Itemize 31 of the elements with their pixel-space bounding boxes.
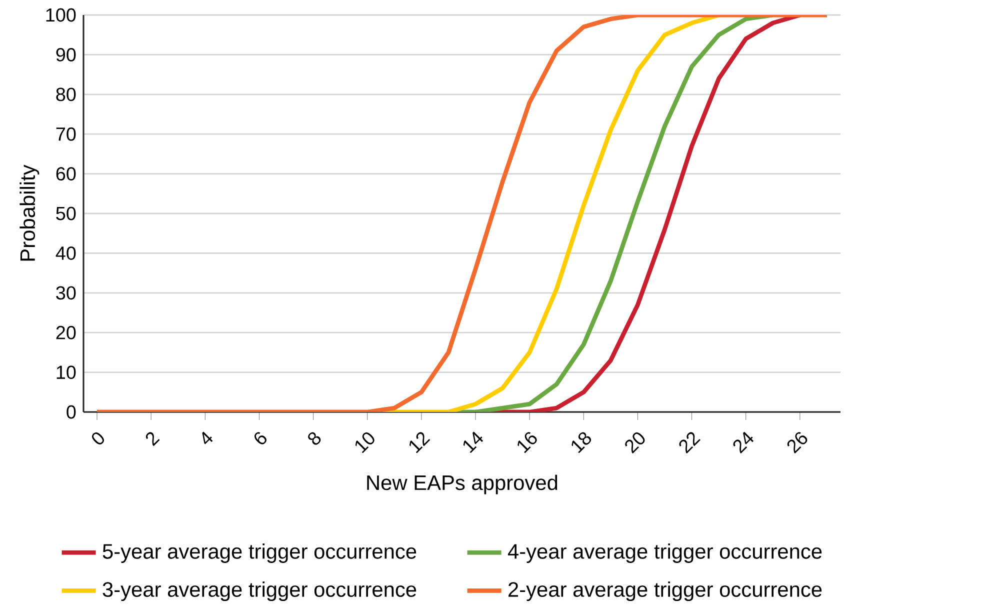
- y-tick-label: 100: [46, 8, 76, 22]
- legend-label: 4-year average trigger occurrence: [508, 544, 822, 564]
- y-tick-label: 80: [56, 88, 76, 102]
- x-tick-label: 8: [308, 432, 321, 445]
- x-tick-label: 2: [146, 432, 160, 446]
- x-tick-label: 10: [355, 432, 374, 454]
- y-tick-label: 70: [56, 128, 76, 141]
- x-tick-label: 6: [254, 432, 266, 444]
- y-tick-label: 40: [56, 246, 76, 260]
- x-tick-label: 12: [409, 432, 430, 454]
- legend-label: 5-year average trigger occurrence: [102, 544, 416, 564]
- legend-label: 2-year average trigger occurrence: [508, 582, 822, 602]
- y-tick-label: 90: [56, 48, 76, 62]
- x-tick-label: 18: [572, 432, 592, 454]
- x-tick-label: 22: [679, 432, 700, 454]
- y-tick-label: 30: [56, 286, 76, 300]
- x-tick-label: 16: [518, 432, 537, 454]
- y-axis-title: Probability: [20, 164, 40, 261]
- x-axis-title: New EAPs approved: [367, 474, 558, 494]
- x-tick-label: 26: [787, 432, 808, 454]
- y-tick-label: 60: [56, 167, 76, 181]
- y-tick-label: 0: [66, 405, 76, 419]
- y-tick-label: 20: [56, 326, 76, 340]
- y-tick-label: 10: [56, 366, 76, 380]
- x-tick-label: 0: [92, 432, 104, 445]
- x-tick-label: 14: [463, 432, 484, 454]
- x-tick-label: 4: [202, 432, 213, 444]
- x-tick-label: 20: [625, 432, 645, 454]
- y-tick-label: 50: [56, 206, 76, 220]
- legend-label: 3-year average trigger occurrence: [102, 582, 416, 602]
- x-tick-label: 24: [733, 432, 754, 454]
